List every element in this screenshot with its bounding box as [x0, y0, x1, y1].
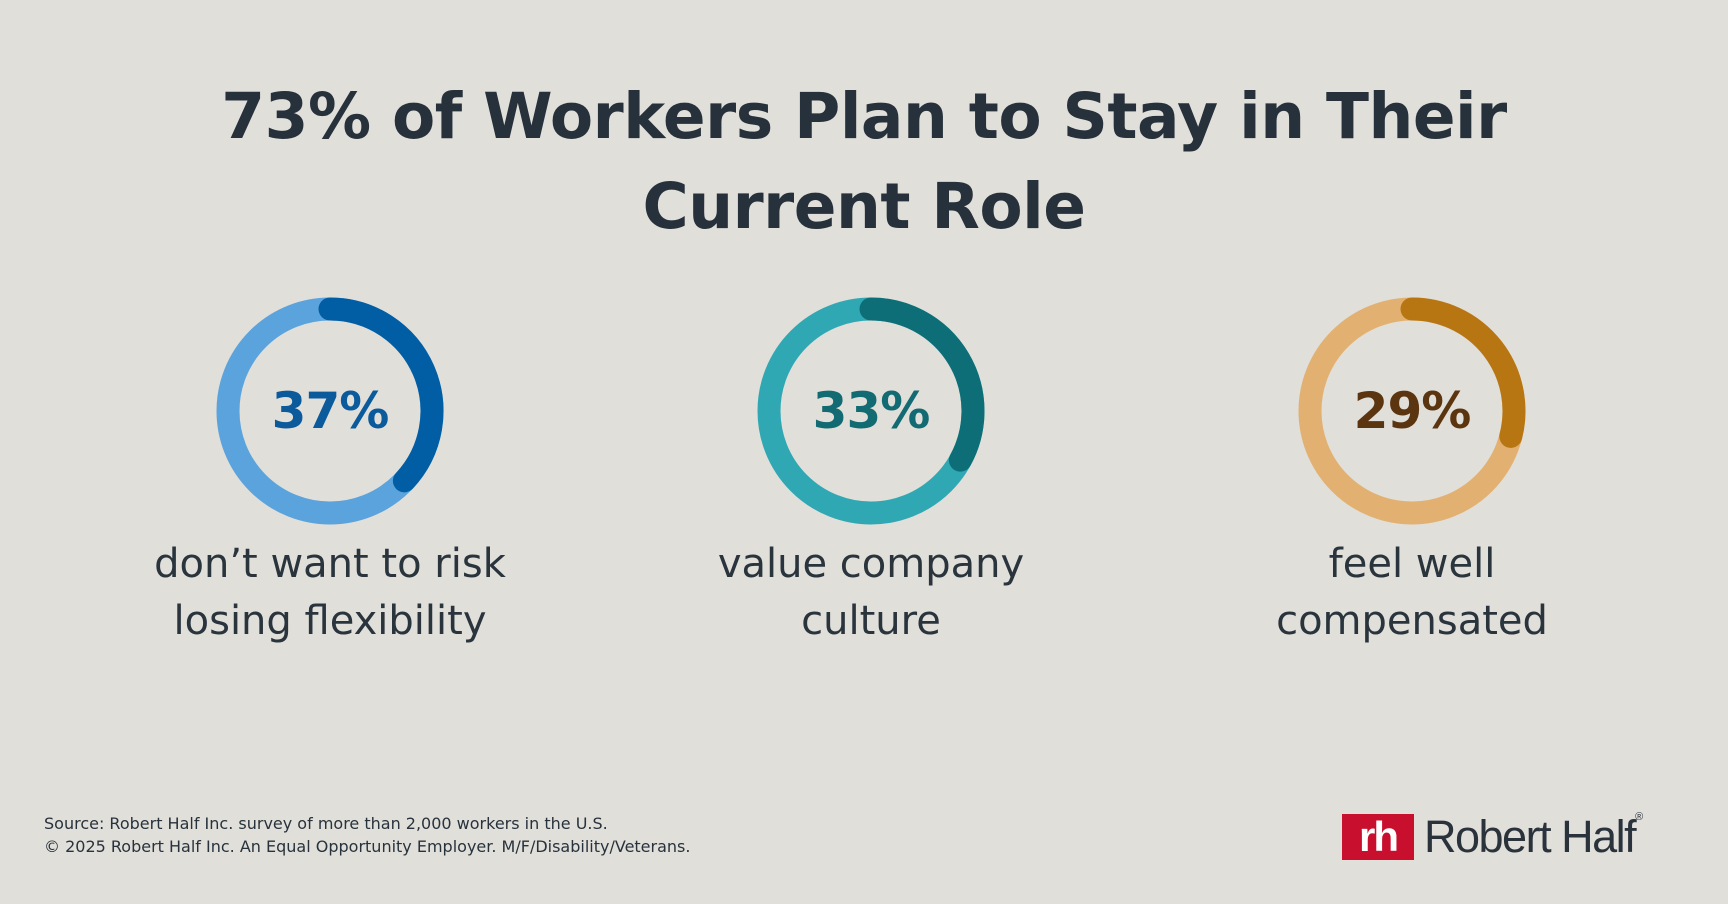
caption-line-1: feel well [1328, 541, 1496, 587]
logo-wordmark: Robert Half® [1424, 811, 1643, 863]
page-title: 73% of Workers Plan to Stay in Their Cur… [164, 72, 1564, 252]
donut-svg [1298, 297, 1526, 525]
donut-arc [318, 297, 444, 493]
donut-chart-culture: 33% [736, 276, 1006, 546]
caption-line-2: losing flexibility [173, 598, 487, 644]
caption-line-1: don’t want to risk [154, 541, 506, 587]
footer: Source: Robert Half Inc. survey of more … [44, 812, 690, 858]
percent-label: 37% [271, 382, 390, 440]
donut-chart-compensation: 29% [1277, 276, 1547, 546]
percent-label: 29% [1353, 382, 1472, 440]
logo-name: Robert Half [1424, 811, 1637, 862]
caption-flexibility: don’t want to risk losing flexibility [120, 536, 540, 650]
percent-label: 33% [812, 382, 931, 440]
source-note: Source: Robert Half Inc. survey of more … [44, 814, 608, 833]
title-line-2: Current Role [642, 170, 1086, 243]
donut-chart-flexibility: 37% [195, 276, 465, 546]
caption-line-2: culture [801, 598, 941, 644]
caption-line-2: compensated [1276, 598, 1548, 644]
caption-culture: value company culture [661, 536, 1081, 650]
caption-compensation: feel well compensated [1202, 536, 1622, 650]
caption-line-1: value company [717, 541, 1025, 587]
donut-svg [216, 297, 444, 525]
title-line-1: 73% of Workers Plan to Stay in Their [221, 80, 1507, 153]
robert-half-logo: rh Robert Half® [1342, 810, 1643, 864]
donut-svg [757, 297, 985, 525]
registered-mark: ® [1635, 811, 1643, 823]
donut-arc [859, 297, 985, 472]
copyright-note: © 2025 Robert Half Inc. An Equal Opportu… [44, 837, 691, 856]
rh-logo-mark: rh [1342, 814, 1414, 860]
donut-arc [1400, 297, 1526, 448]
